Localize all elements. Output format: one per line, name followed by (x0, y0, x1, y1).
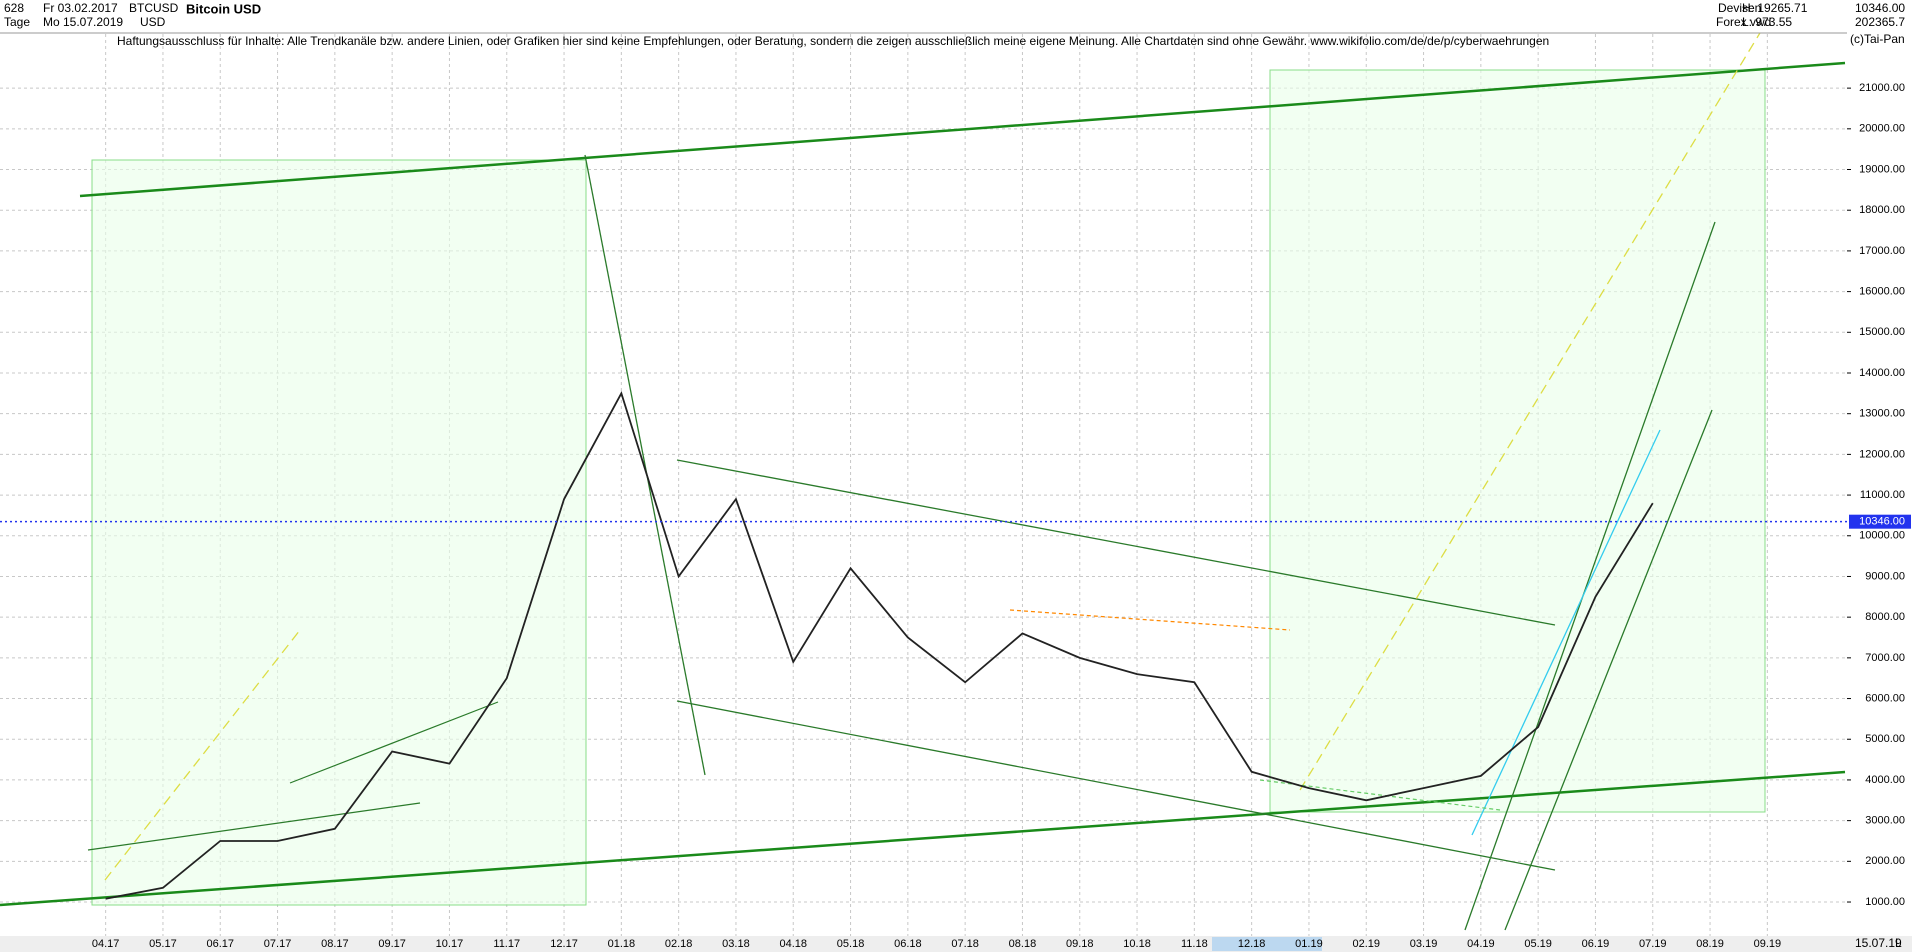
trend-line (87, 802, 421, 851)
y-tick-label: 4000.00 (1865, 774, 1905, 786)
header-source: Forex vwd (1716, 15, 1771, 29)
x-tick-label: 05.19 (1524, 938, 1552, 950)
y-tick-label: 8000.00 (1865, 611, 1905, 623)
price-line (105, 391, 1654, 900)
last-price-tag (1849, 514, 1911, 529)
y-tick-label: 18000.00 (1859, 204, 1905, 216)
zone-box (91, 159, 587, 906)
trend-line (676, 700, 1556, 871)
chart-title: Bitcoin USD (186, 1, 261, 16)
y-tick-label: 1000.00 (1865, 896, 1905, 908)
y-tick-label: 14000.00 (1859, 367, 1905, 379)
x-tick-label: 09.17 (378, 938, 406, 950)
scale-mode: L (1895, 936, 1902, 950)
trend-line (0, 770, 1846, 907)
x-tick-label: 02.19 (1352, 938, 1380, 950)
axes: 1000.00 2000.00 3000.00 4000.00 5000.00 6000.… (92, 82, 1911, 950)
x-tick-label: 03.18 (722, 938, 750, 950)
x-tick-label: 01.19 (1295, 938, 1323, 950)
x-tick-label: 08.18 (1009, 938, 1037, 950)
x-tick-label: 06.17 (206, 938, 234, 950)
y-tick-label: 3000.00 (1865, 815, 1905, 827)
x-tick-label: 09.18 (1066, 938, 1094, 950)
x-tick-label: 08.17 (321, 938, 349, 950)
header-last: 10346.00 (1855, 1, 1905, 15)
x-tick-label: 10.18 (1123, 938, 1151, 950)
y-tick-label: 6000.00 (1865, 692, 1905, 704)
last-price-label: 10346.00 (1859, 516, 1905, 528)
x-tick-label: 04.18 (779, 938, 807, 950)
x-tick-label: 01.18 (608, 938, 636, 950)
y-tick-label: 2000.00 (1865, 855, 1905, 867)
x-axis-panel (0, 936, 1912, 952)
x-tick-label: 07.18 (951, 938, 979, 950)
x-tick-label: 06.19 (1582, 938, 1610, 950)
y-tick-label: 5000.00 (1865, 733, 1905, 745)
y-tick-label: 17000.00 (1859, 245, 1905, 257)
x-tick-label: 06.18 (894, 938, 922, 950)
axis-panel (1847, 0, 1912, 936)
header-market: Devisen (1718, 1, 1761, 15)
trend-lines (0, 0, 1846, 931)
y-tick-label: 13000.00 (1859, 408, 1905, 420)
x-tick-label: 03.19 (1410, 938, 1438, 950)
trend-line (79, 61, 1846, 198)
y-tick-label: 20000.00 (1859, 123, 1905, 135)
trend-line (104, 629, 301, 881)
x-tick-label: 04.17 (92, 938, 120, 950)
y-tick-label: 12000.00 (1859, 448, 1905, 460)
disclaimer: Haftungsausschluss für Inhalte: Alle Tre… (117, 34, 1549, 48)
x-axis-highlight (1212, 937, 1322, 951)
header-low: L: 973.55 (1742, 15, 1792, 29)
header-from: Fr 03.02.2017 (43, 1, 118, 15)
y-tick-label: 7000.00 (1865, 652, 1905, 664)
x-tick-label: 12.18 (1238, 938, 1266, 950)
zone-box (1269, 69, 1766, 813)
end-date: 15.07.19 (1855, 936, 1902, 950)
overlay (0, 391, 1847, 900)
y-tick-label: 10000.00 (1859, 530, 1905, 542)
trend-line (1259, 779, 1501, 811)
y-tick-label: 11000.00 (1860, 489, 1905, 501)
header-to: Mo 15.07.2019 (43, 15, 123, 29)
copyright: (c)Tai-Pan (1850, 32, 1905, 46)
x-tick-label: 08.19 (1696, 938, 1724, 950)
y-tick-label: 19000.00 (1859, 163, 1905, 175)
x-tick-label: 09.19 (1754, 938, 1782, 950)
header-count: 628 (4, 1, 24, 15)
header-symbol: BTCUSD (129, 1, 179, 15)
header-high: H: 19265.71 (1742, 1, 1808, 15)
trend-line (289, 701, 499, 784)
x-tick-label: 05.17 (149, 938, 177, 950)
y-tick-label: 15000.00 (1859, 326, 1905, 338)
trend-line (1471, 429, 1661, 836)
trend-line (1504, 409, 1713, 931)
trend-line (1299, 0, 1781, 791)
x-tick-label: 07.19 (1639, 938, 1667, 950)
trend-line (1464, 221, 1716, 931)
x-tick-label: 02.18 (665, 938, 693, 950)
y-tick-label: 21000.00 (1859, 82, 1905, 94)
x-tick-label: 04.19 (1467, 938, 1495, 950)
x-tick-label: 12.17 (550, 938, 578, 950)
x-tick-label: 11.18 (1181, 938, 1208, 950)
x-tick-label: 07.17 (264, 938, 292, 950)
x-tick-label: 10.17 (436, 938, 464, 950)
trend-line (1009, 609, 1291, 631)
trend-line (584, 154, 706, 776)
header-period: Tage (4, 15, 30, 29)
y-tick-label: 16000.00 (1859, 286, 1905, 298)
y-tick-label: 9000.00 (1865, 570, 1905, 582)
x-tick-label: 05.18 (837, 938, 865, 950)
header-panel (0, 0, 1912, 33)
header-currency: USD (140, 15, 166, 29)
header-volume: 202365.7 (1855, 15, 1905, 29)
x-tick-label: 11.17 (493, 938, 520, 950)
trend-line (676, 459, 1556, 626)
